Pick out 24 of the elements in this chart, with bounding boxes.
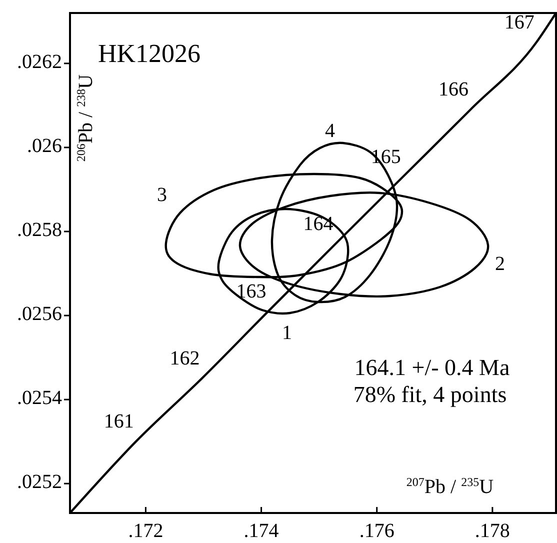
annotation: 1 [282, 322, 292, 344]
y-tick-label: .0258 [17, 219, 62, 242]
annotation: 4 [325, 120, 335, 142]
annotation: 164.1 +/- 0.4 Ma [354, 355, 510, 380]
annotation: 167 [504, 11, 534, 34]
y-tick-label: .0254 [17, 387, 62, 410]
annotation: 166 [438, 78, 468, 100]
annotation: 162 [170, 347, 200, 370]
x-tick-label: .178 [474, 520, 510, 542]
annotation: 161 [104, 410, 134, 432]
annotation: 3 [157, 184, 167, 206]
x-tick-label: .174 [244, 520, 279, 542]
annotation: 78% fit, 4 points [353, 382, 507, 407]
text: HK12026 [98, 39, 201, 68]
annotation: 164 [303, 212, 334, 235]
annotation: 163 [236, 280, 266, 302]
y-tick-label: .0252 [17, 471, 62, 494]
x-axis-title: $^{207}$Pb / $^{235}$U [406, 475, 494, 498]
x-tick-label: .176 [359, 520, 394, 542]
annotation: 2 [495, 252, 505, 275]
y-tick-label: .0256 [17, 303, 62, 326]
x-tick-label: .172 [128, 520, 164, 542]
y-tick-label: .0262 [17, 51, 62, 74]
y-tick-label: .026 [27, 135, 62, 158]
